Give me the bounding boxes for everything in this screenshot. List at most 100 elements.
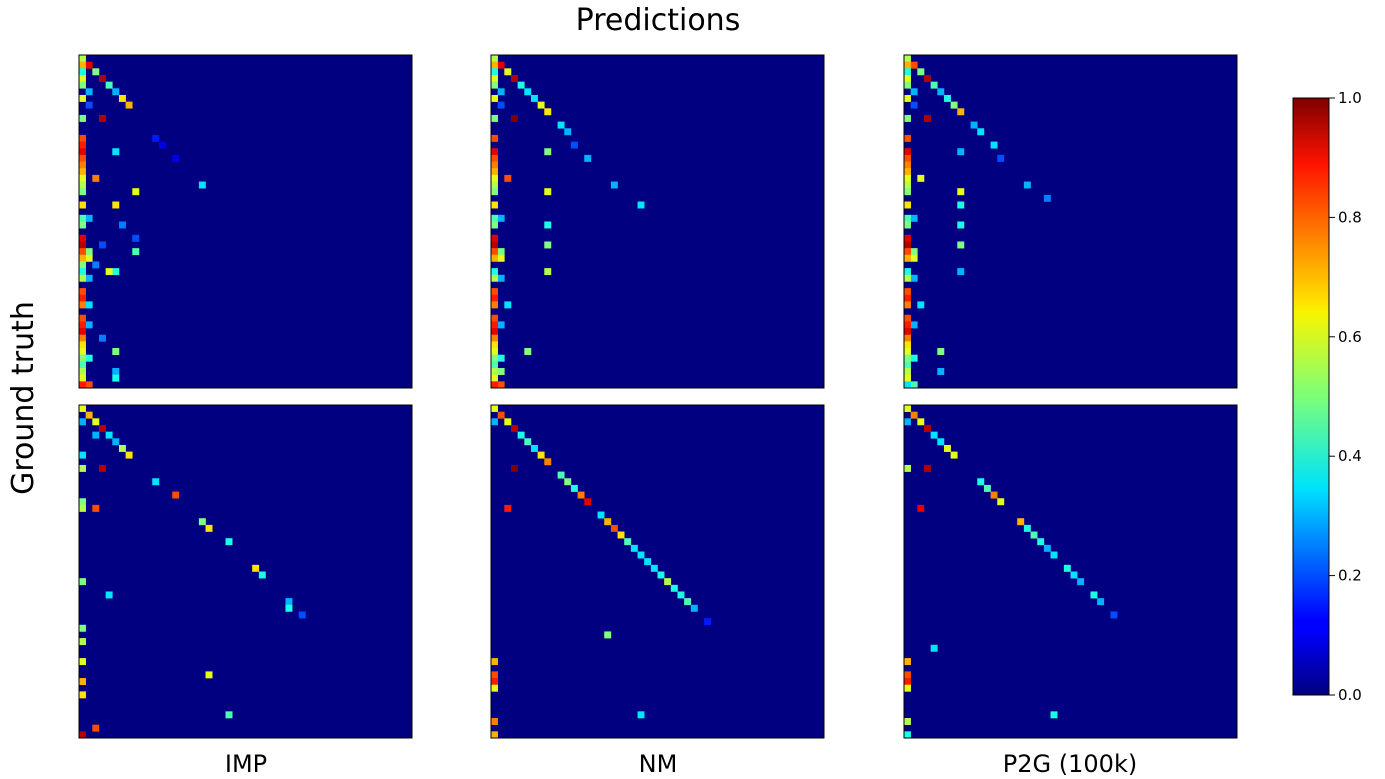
heatmap-cell — [491, 294, 498, 302]
heatmap-cell — [497, 411, 505, 419]
heatmap-cell — [112, 368, 120, 375]
heatmap-background — [79, 405, 412, 738]
heatmap-cell — [491, 134, 498, 142]
heatmap-cell — [79, 638, 86, 646]
heatmap-cell — [491, 314, 498, 322]
heatmap-cell — [205, 671, 213, 679]
heatmap-cell — [910, 381, 918, 389]
heatmap-panel-nm-row-1 — [490, 404, 825, 739]
heatmap-cell — [557, 121, 565, 129]
heatmap-cell — [79, 201, 86, 209]
heatmap-cell — [112, 348, 120, 355]
heatmap-cell — [904, 418, 911, 426]
colorbar-ticks: 0.0 0.2 0.4 0.6 0.8 1.0 — [1329, 89, 1362, 704]
heatmap-cell — [79, 234, 86, 242]
heatmap-cell — [79, 161, 86, 169]
heatmap-cell — [79, 464, 86, 472]
heatmap-cell — [910, 274, 918, 282]
heatmap-cell — [904, 61, 911, 69]
heatmap-cell — [904, 161, 911, 169]
heatmap-cell — [943, 444, 951, 452]
heatmap-cell — [79, 678, 86, 686]
heatmap-cell — [904, 68, 911, 76]
heatmap-cell — [491, 274, 498, 282]
heatmap-cell — [610, 524, 618, 532]
heatmap-cell — [79, 214, 86, 222]
heatmap-cell — [917, 504, 925, 512]
heatmap-cell — [98, 334, 106, 342]
heatmap-cell — [105, 591, 113, 599]
heatmap-cell — [85, 254, 93, 262]
heatmap-cell — [957, 108, 965, 116]
heatmap-cell — [1043, 194, 1051, 202]
heatmap-cell — [85, 301, 93, 309]
heatmap-cell — [923, 74, 931, 82]
heatmap-cell — [917, 418, 925, 426]
figure-title: Predictions — [576, 3, 741, 38]
heatmap-cell — [79, 148, 86, 156]
heatmap-cell — [517, 81, 525, 89]
heatmap-cell — [570, 141, 578, 149]
heatmap-cell — [917, 174, 925, 182]
heatmap-cell — [92, 174, 100, 182]
heatmap-cell — [85, 61, 93, 69]
heatmap-cell — [491, 288, 498, 296]
heatmap-cell — [491, 381, 498, 389]
heatmap-cell — [152, 478, 160, 486]
heatmap-cell — [937, 88, 945, 96]
heatmap-cell — [491, 181, 498, 189]
heatmap-cell — [917, 301, 925, 309]
heatmap-cell — [504, 301, 512, 309]
column-label-imp: IMP — [225, 750, 267, 778]
heatmap-cell — [937, 438, 945, 446]
heatmap-cell — [977, 128, 985, 136]
heatmap-cell — [491, 334, 498, 342]
heatmap-cell — [504, 68, 512, 76]
heatmap-cell — [497, 88, 505, 96]
heatmap-cell — [112, 201, 120, 209]
heatmap-cell — [132, 188, 140, 196]
heatmap-frame — [78, 54, 413, 389]
heatmap-cell — [904, 55, 911, 62]
heatmap-cell — [79, 188, 86, 196]
heatmap-cell — [904, 381, 911, 389]
colorbar-tick-label: 0.2 — [1338, 567, 1362, 585]
heatmap-cell — [79, 314, 86, 322]
heatmap-cell — [597, 511, 605, 519]
heatmap-cell — [491, 731, 498, 739]
heatmap-cell — [910, 88, 918, 96]
heatmap-cell — [98, 74, 106, 82]
heatmap-cell — [79, 114, 86, 122]
heatmap-cell — [79, 658, 86, 666]
heatmap-cell — [79, 181, 86, 189]
heatmap-cell — [910, 354, 918, 362]
heatmap-cell — [950, 101, 958, 109]
heatmap-cell — [530, 444, 538, 452]
heatmap-cell — [79, 168, 86, 176]
heatmap-background — [79, 55, 412, 388]
heatmap-cell — [112, 268, 120, 276]
heatmap-cell — [664, 578, 672, 586]
heatmap-cell — [904, 341, 911, 349]
heatmap-cell — [497, 321, 505, 329]
heatmap-cell — [491, 154, 498, 162]
heatmap-cell — [504, 418, 512, 426]
heatmap-cell — [491, 718, 498, 725]
heatmap-cell — [79, 624, 86, 632]
heatmap-cell — [544, 268, 552, 276]
heatmap-cell — [79, 328, 86, 336]
heatmap-cell — [630, 544, 638, 552]
heatmap-panel-p2g-100k-row-0 — [903, 54, 1238, 389]
heatmap-cell — [158, 141, 166, 149]
heatmap-cell — [79, 94, 86, 102]
heatmap-cell — [904, 374, 911, 382]
heatmap-cell — [997, 154, 1005, 162]
heatmap-cell — [904, 314, 911, 322]
heatmap-cell — [85, 88, 93, 96]
heatmap-cell — [491, 201, 498, 209]
heatmap-cell — [904, 181, 911, 189]
heatmap-cell — [904, 671, 911, 679]
colorbar-tick-label: 0.6 — [1338, 328, 1362, 346]
heatmap-cell — [910, 411, 918, 419]
heatmap-cell — [79, 154, 86, 162]
